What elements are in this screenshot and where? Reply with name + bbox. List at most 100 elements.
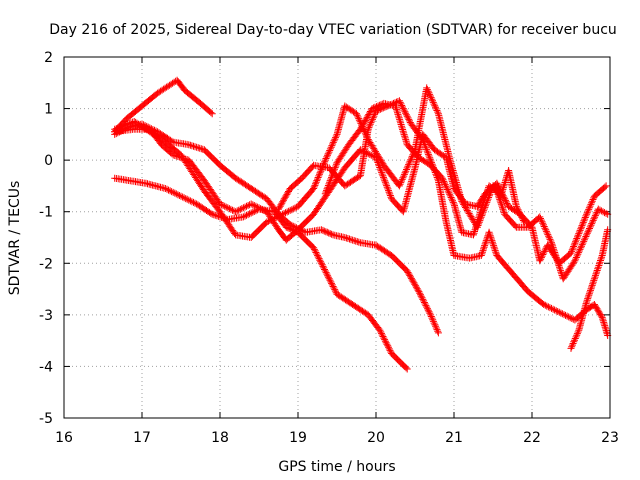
plus-marker: [403, 164, 411, 172]
plus-marker: [434, 327, 442, 335]
plus-marker: [406, 157, 414, 165]
plus-marker: [497, 199, 505, 207]
plus-marker: [385, 187, 392, 195]
plus-marker: [400, 170, 408, 178]
plus-marker: [447, 194, 455, 201]
plus-marker: [573, 330, 581, 338]
plus-marker: [328, 172, 336, 180]
plus-marker: [399, 174, 407, 182]
plot-frame: [63, 56, 611, 419]
plus-marker: [257, 205, 265, 213]
plus-marker: [547, 237, 555, 245]
plus-marker: [324, 183, 332, 191]
y-tick-label: 2: [44, 50, 53, 66]
plus-marker: [399, 103, 406, 111]
plus-marker: [379, 333, 387, 340]
plus-marker: [406, 271, 414, 279]
plus-marker: [417, 292, 425, 300]
plus-marker: [595, 260, 603, 268]
plus-marker: [372, 154, 380, 162]
x-tick-label: 23: [601, 430, 619, 446]
plus-marker: [423, 147, 431, 155]
plus-marker: [241, 212, 249, 220]
plus-marker: [503, 200, 511, 207]
series-track-1: [111, 76, 216, 136]
plus-marker: [312, 178, 320, 186]
plus-marker: [367, 140, 375, 148]
plus-marker: [310, 185, 318, 192]
plus-marker: [395, 182, 403, 190]
plus-marker: [597, 207, 605, 215]
plus-marker: [280, 195, 288, 203]
plus-marker: [324, 182, 332, 189]
plus-marker: [329, 283, 337, 290]
plus-marker: [542, 227, 550, 235]
plus-marker: [594, 265, 602, 273]
plus-marker: [400, 106, 408, 114]
plus-marker: [426, 92, 434, 100]
plus-marker: [481, 242, 489, 250]
x-tick-label: 21: [445, 430, 463, 446]
x-axis-label: GPS time / hours: [278, 459, 395, 475]
plus-marker: [325, 275, 333, 283]
plus-marker: [381, 336, 389, 344]
plus-marker: [574, 231, 582, 239]
plus-marker: [471, 228, 478, 235]
plus-marker: [366, 151, 374, 158]
plus-marker: [324, 273, 332, 281]
plus-marker: [373, 157, 381, 165]
plus-marker: [329, 138, 337, 146]
x-tick-label: 19: [289, 430, 307, 446]
plus-marker: [576, 226, 584, 234]
plus-marker: [491, 247, 499, 255]
plus-marker: [365, 111, 373, 118]
plus-marker: [404, 162, 412, 170]
plus-marker: [570, 338, 578, 346]
plus-marker: [593, 268, 601, 276]
plus-marker: [511, 222, 519, 230]
series-track-2: [111, 84, 528, 241]
plus-marker: [308, 163, 316, 171]
plus-marker: [168, 150, 176, 158]
plus-marker: [583, 231, 591, 239]
plus-marker: [161, 185, 169, 192]
series-track-8: [567, 226, 612, 352]
plus-marker: [403, 365, 411, 373]
plus-marker: [570, 241, 578, 249]
plus-marker: [558, 310, 566, 318]
plus-marker: [366, 108, 374, 115]
plus-marker: [227, 205, 235, 213]
plus-marker: [425, 89, 433, 97]
plus-marker: [385, 345, 393, 353]
plus-marker: [329, 169, 337, 176]
plus-marker: [275, 204, 283, 212]
plus-marker: [252, 202, 260, 210]
plus-marker: [589, 216, 597, 224]
plus-marker: [224, 204, 232, 212]
plus-marker: [403, 267, 411, 275]
plus-marker: [356, 125, 364, 133]
plus-marker: [320, 227, 328, 235]
plus-marker: [481, 194, 489, 201]
plus-marker: [381, 337, 389, 345]
plus-marker: [557, 267, 564, 275]
plus-marker: [536, 257, 544, 265]
plus-marker: [419, 136, 427, 143]
plus-marker: [398, 177, 405, 185]
plus-marker: [324, 151, 331, 159]
plus-marker: [424, 305, 431, 313]
plus-marker: [494, 190, 502, 198]
plus-marker: [378, 329, 385, 337]
plus-marker: [280, 196, 287, 204]
plus-marker: [386, 192, 394, 199]
plus-marker: [574, 328, 582, 336]
plus-marker: [370, 104, 378, 112]
plus-marker: [583, 209, 591, 217]
plus-marker: [467, 213, 475, 221]
plus-marker: [255, 204, 263, 212]
plus-marker: [312, 249, 320, 256]
plus-marker: [571, 239, 579, 247]
plus-marker: [322, 228, 330, 236]
plus-marker: [366, 122, 374, 130]
plus-marker: [216, 200, 224, 208]
